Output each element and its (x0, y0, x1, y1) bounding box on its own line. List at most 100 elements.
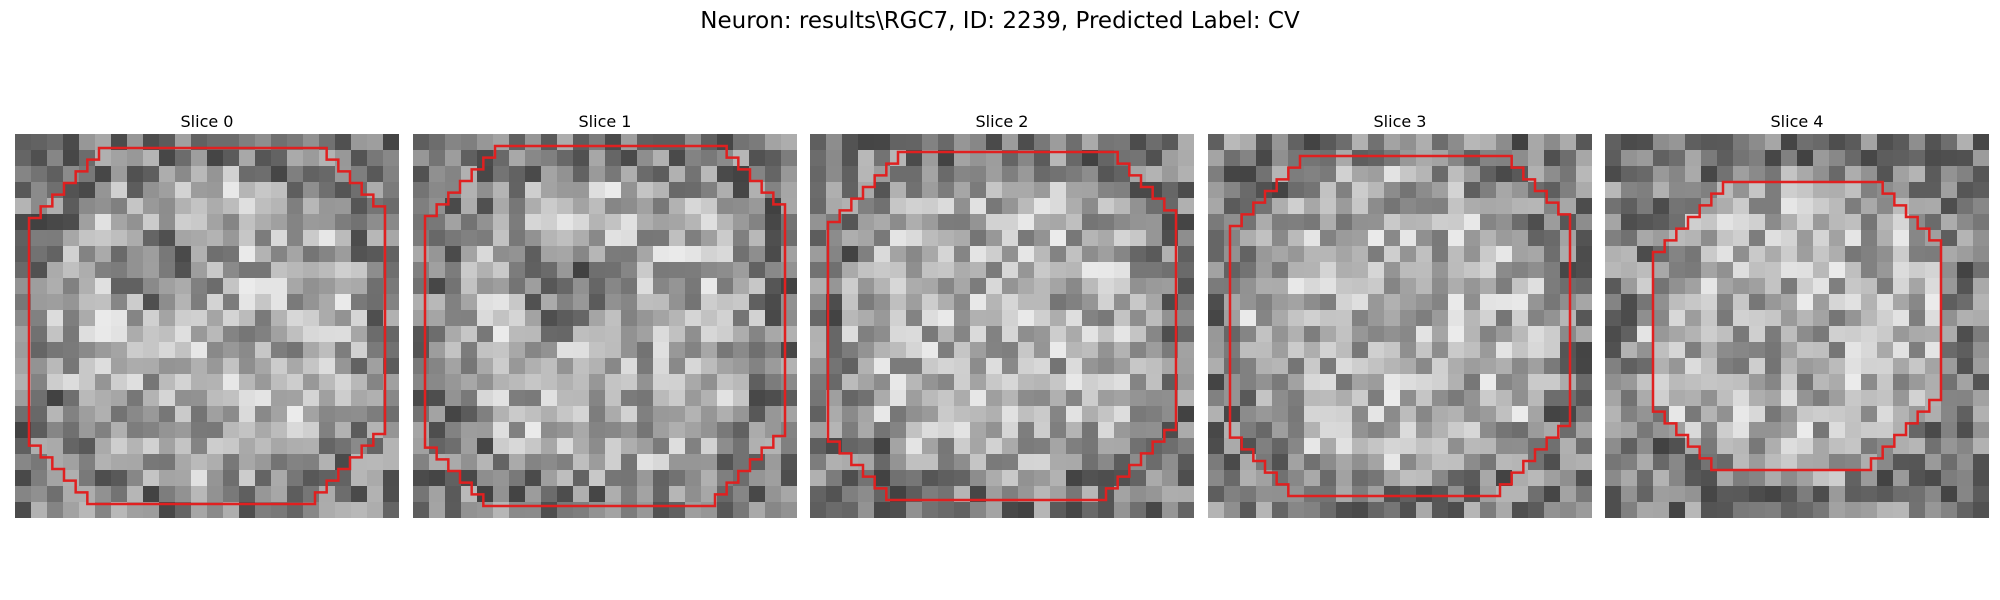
image-pixel (970, 422, 987, 439)
image-pixel (1925, 310, 1942, 327)
image-pixel (1208, 454, 1225, 471)
image-pixel (1877, 262, 1894, 279)
image-pixel (1146, 134, 1163, 151)
image-pixel (223, 134, 240, 151)
image-pixel (493, 502, 510, 518)
image-pixel (1496, 294, 1513, 311)
image-pixel (669, 374, 686, 391)
image-pixel (1512, 438, 1529, 455)
image-pixel (922, 438, 939, 455)
image-pixel (1669, 406, 1686, 423)
image-pixel (1544, 342, 1561, 359)
image-pixel (1877, 166, 1894, 183)
image-pixel (717, 182, 734, 199)
image-pixel (1304, 214, 1321, 231)
image-pixel (383, 326, 399, 343)
image-pixel (1130, 294, 1147, 311)
image-pixel (1066, 310, 1083, 327)
image-pixel (303, 454, 320, 471)
image-pixel (1272, 406, 1289, 423)
image-pixel (717, 278, 734, 295)
image-pixel (1288, 470, 1305, 487)
slice-title: Slice 4 (1770, 112, 1824, 131)
image-pixel (1637, 502, 1654, 518)
image-pixel (1829, 486, 1846, 503)
image-pixel (1050, 454, 1067, 471)
image-pixel (781, 470, 797, 487)
image-pixel (287, 134, 304, 151)
image-pixel (653, 310, 670, 327)
image-pixel (1304, 422, 1321, 439)
image-pixel (525, 134, 542, 151)
image-pixel (1034, 358, 1051, 375)
image-pixel (938, 182, 955, 199)
image-pixel (541, 438, 558, 455)
image-pixel (367, 406, 384, 423)
image-pixel (159, 166, 176, 183)
image-pixel (111, 262, 128, 279)
image-pixel (1114, 214, 1131, 231)
image-pixel (1098, 230, 1115, 247)
image-pixel (1845, 310, 1862, 327)
image-pixel (1544, 326, 1561, 343)
image-pixel (351, 262, 368, 279)
image-pixel (1576, 182, 1592, 199)
image-pixel (1909, 326, 1926, 343)
image-pixel (1701, 230, 1718, 247)
slice-title: Slice 3 (1373, 112, 1427, 131)
image-pixel (1368, 502, 1385, 518)
image-pixel (79, 390, 96, 407)
image-pixel (701, 246, 718, 263)
image-pixel (1050, 342, 1067, 359)
image-pixel (1544, 486, 1561, 503)
image-pixel (826, 246, 843, 263)
image-pixel (383, 182, 399, 199)
image-pixel (95, 470, 112, 487)
image-pixel (1781, 326, 1798, 343)
image-pixel (1512, 374, 1529, 391)
image-pixel (461, 406, 478, 423)
image-pixel (1829, 166, 1846, 183)
image-pixel (1605, 166, 1622, 183)
image-pixel (810, 438, 827, 455)
image-pixel (1861, 422, 1878, 439)
image-pixel (461, 390, 478, 407)
image-pixel (1605, 182, 1622, 199)
image-pixel (1685, 134, 1702, 151)
image-pixel (954, 470, 971, 487)
image-pixel (1749, 310, 1766, 327)
image-pixel (1621, 438, 1638, 455)
image-pixel (1034, 438, 1051, 455)
image-pixel (605, 310, 622, 327)
image-pixel (1653, 198, 1670, 215)
image-pixel (509, 134, 526, 151)
image-pixel (271, 358, 288, 375)
image-pixel (175, 214, 192, 231)
image-pixel (383, 198, 399, 215)
image-pixel (63, 438, 80, 455)
image-pixel (954, 486, 971, 503)
image-pixel (1845, 182, 1862, 199)
image-pixel (303, 134, 320, 151)
image-pixel (986, 310, 1003, 327)
image-pixel (938, 470, 955, 487)
image-pixel (573, 390, 590, 407)
image-pixel (1701, 182, 1718, 199)
image-pixel (890, 470, 907, 487)
image-pixel (1701, 134, 1718, 151)
image-pixel (890, 438, 907, 455)
image-pixel (1130, 486, 1147, 503)
image-pixel (922, 422, 939, 439)
image-pixel (1861, 342, 1878, 359)
image-pixel (890, 358, 907, 375)
image-pixel (842, 150, 859, 167)
image-pixel (922, 278, 939, 295)
image-pixel (906, 262, 923, 279)
image-pixel (1797, 150, 1814, 167)
image-pixel (1637, 278, 1654, 295)
image-pixel (1861, 310, 1878, 327)
image-pixel (938, 262, 955, 279)
image-pixel (1669, 502, 1686, 518)
image-pixel (890, 214, 907, 231)
image-pixel (810, 214, 827, 231)
